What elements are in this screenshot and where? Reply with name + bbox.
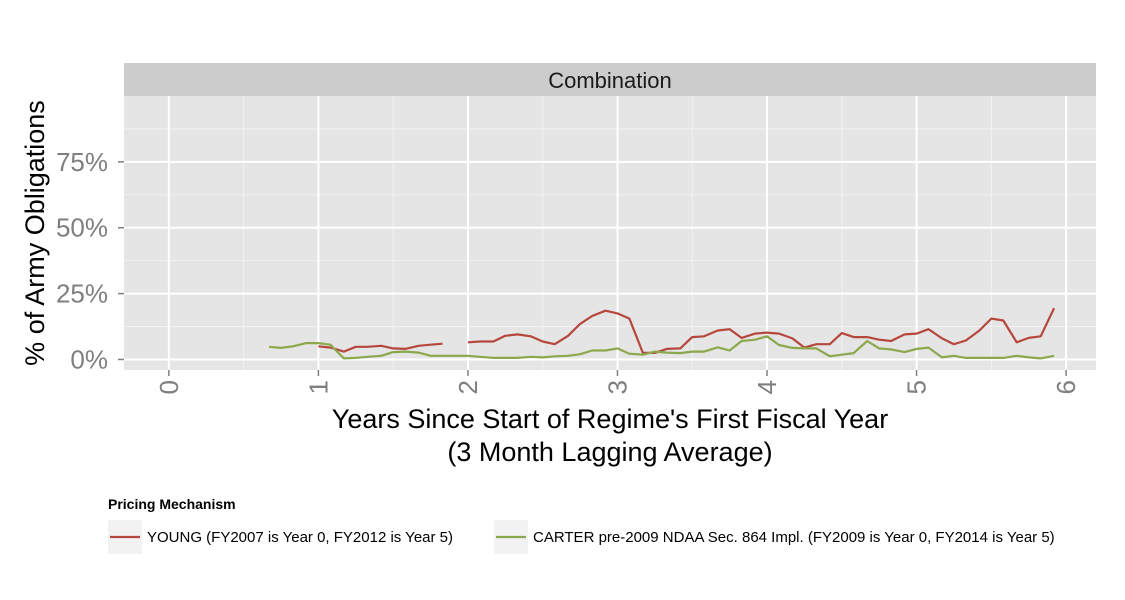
grid-lines (124, 96, 1096, 370)
x-axis-title-line1: Years Since Start of Regime's First Fisc… (332, 404, 888, 434)
x-tick-label: 0 (154, 380, 184, 394)
legend-label-carter: CARTER pre-2009 NDAA Sec. 864 Impl. (FY2… (533, 529, 1055, 546)
y-axis-ticks: 0% 25% 50% 75% (56, 147, 124, 374)
legend-label-young: YOUNG (FY2007 is Year 0, FY2012 is Year … (147, 529, 453, 546)
facet-strip (124, 63, 1096, 96)
y-tick-label: 0% (70, 344, 108, 374)
x-tick-label: 3 (602, 380, 632, 394)
series-line-0-segment-0 (318, 342, 443, 353)
legend-item-young: YOUNG (FY2007 is Year 0, FY2012 is Year … (108, 520, 453, 554)
y-tick-label: 50% (56, 213, 108, 243)
series-line-0-segment-1 (467, 307, 1056, 354)
legend-item-carter: CARTER pre-2009 NDAA Sec. 864 Impl. (FY2… (494, 520, 1055, 554)
x-tick-label: 1 (303, 380, 333, 394)
x-tick-label: 2 (453, 380, 483, 394)
facet-title: Combination (548, 68, 672, 93)
plot-panel (124, 96, 1096, 370)
y-tick-label: 25% (56, 279, 108, 309)
x-axis-ticks: 0 1 2 3 4 5 6 (154, 370, 1081, 394)
x-axis-title-line2: (3 Month Lagging Average) (447, 437, 772, 467)
y-axis-title: % of Army Obligations (20, 100, 50, 366)
x-tick-label: 6 (1051, 380, 1081, 394)
legend-title: Pricing Mechanism (108, 496, 236, 512)
series-line-1-segment-0 (268, 335, 1055, 360)
x-tick-label: 5 (902, 380, 932, 394)
y-tick-label: 75% (56, 147, 108, 177)
x-tick-label: 4 (752, 380, 782, 394)
series-lines (268, 307, 1056, 360)
